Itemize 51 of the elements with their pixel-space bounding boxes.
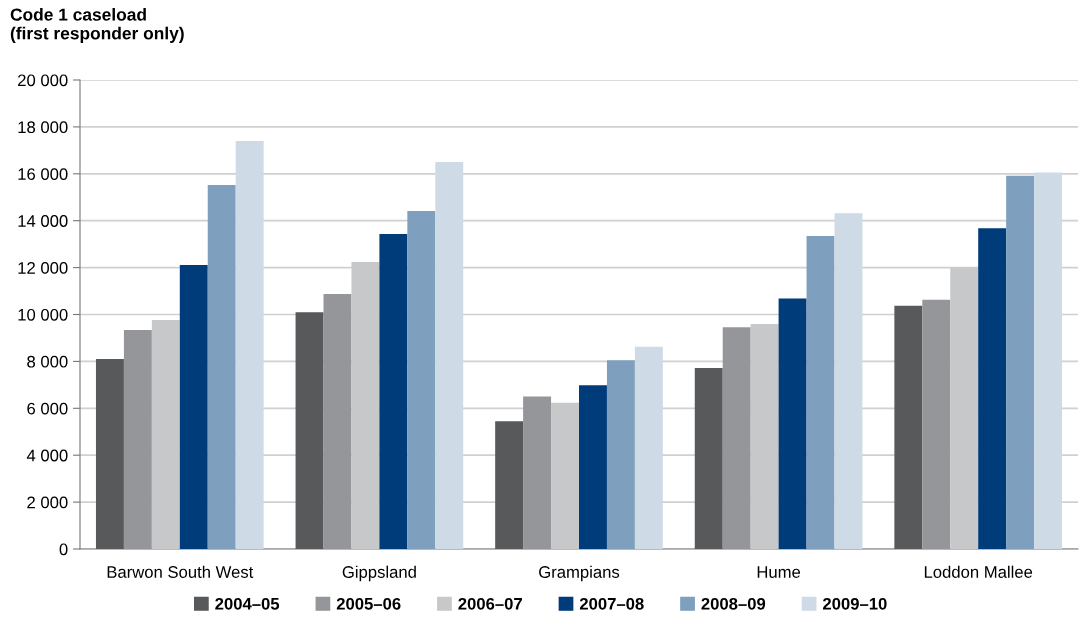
x-tick-label: Grampians	[539, 565, 620, 582]
y-tick-label: 4 000	[26, 449, 68, 462]
y-tick-label: 16 000	[18, 168, 68, 180]
bar	[323, 294, 352, 549]
x-tick-label: Barwon South West	[107, 565, 254, 578]
bar	[834, 213, 863, 549]
y-tick-label: 20 000	[18, 74, 68, 87]
legend-label: 2008–09	[701, 597, 766, 610]
bar	[579, 385, 607, 549]
y-tick-label: 6 000	[27, 402, 68, 415]
legend-label: 2004–05	[215, 597, 280, 610]
legend-label: 2009–10	[823, 597, 887, 610]
bar	[922, 299, 951, 549]
bar	[235, 140, 264, 549]
x-tick-label: Gippsland	[342, 565, 416, 582]
y-tick-label: 14 000	[18, 215, 68, 227]
bar	[806, 235, 835, 549]
y-tick-label: 10 000	[18, 308, 68, 321]
bar	[407, 211, 436, 549]
bar	[95, 359, 124, 549]
x-tick-label: Hume	[757, 566, 801, 578]
bar	[495, 421, 524, 549]
bar	[634, 346, 663, 549]
bar	[778, 298, 807, 549]
bar	[694, 367, 723, 549]
bar	[606, 360, 635, 549]
legend-label: 2006–07	[458, 597, 522, 610]
bar	[551, 402, 579, 549]
bar	[523, 396, 552, 549]
y-tick-label: 12 000	[18, 262, 68, 274]
bar	[379, 234, 408, 549]
y-tick-label: 18 000	[18, 121, 68, 134]
bar	[179, 265, 208, 549]
bar	[750, 323, 779, 549]
y-tick-label: 0	[59, 543, 68, 556]
bar	[151, 319, 180, 549]
bar	[435, 162, 464, 549]
y-tick-label: 8 000	[27, 355, 68, 368]
y-axis-title: Code 1 caseload (first responder only)	[10, 8, 184, 43]
bar	[295, 312, 324, 549]
y-tick-label: 2 000	[27, 496, 68, 509]
bar	[1006, 175, 1035, 549]
x-tick-label: Loddon Mallee	[924, 565, 1033, 578]
bar	[1034, 172, 1063, 549]
bar	[894, 305, 923, 549]
bar	[722, 327, 751, 549]
legend-label: 2005–06	[336, 597, 401, 610]
bar	[978, 228, 1007, 549]
bar	[207, 185, 236, 549]
legend-label: 2007–08	[579, 597, 644, 610]
bar	[123, 329, 152, 549]
